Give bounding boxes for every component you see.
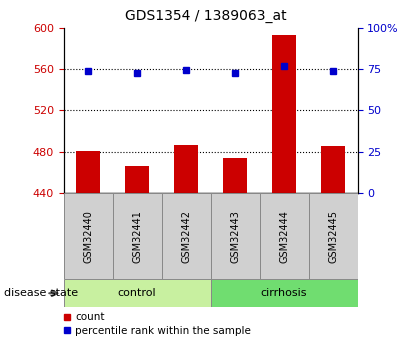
Text: GSM32444: GSM32444	[279, 210, 289, 263]
Text: disease state: disease state	[4, 288, 78, 298]
Legend: count, percentile rank within the sample: count, percentile rank within the sample	[59, 308, 255, 340]
Text: GSM32443: GSM32443	[230, 210, 240, 263]
Bar	[260, 193, 309, 279]
Text: GSM32445: GSM32445	[328, 210, 338, 263]
Text: GSM32440: GSM32440	[83, 210, 93, 263]
Bar	[64, 279, 210, 307]
Bar	[113, 193, 162, 279]
Text: GSM32441: GSM32441	[132, 210, 142, 263]
Bar	[174, 145, 199, 193]
Text: cirrhosis: cirrhosis	[261, 288, 307, 298]
Bar	[321, 146, 345, 193]
Text: GSM32442: GSM32442	[181, 210, 191, 263]
Bar	[76, 151, 100, 193]
Bar	[272, 35, 296, 193]
Bar	[309, 193, 358, 279]
Bar	[162, 193, 211, 279]
Bar	[125, 166, 150, 193]
Bar	[223, 158, 247, 193]
Bar	[211, 279, 358, 307]
Text: GDS1354 / 1389063_at: GDS1354 / 1389063_at	[125, 9, 286, 23]
Text: control: control	[118, 288, 157, 298]
Bar	[211, 193, 260, 279]
Bar	[64, 193, 113, 279]
